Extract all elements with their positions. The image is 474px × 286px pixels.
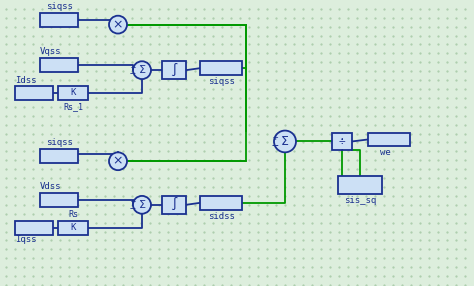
FancyBboxPatch shape <box>15 86 53 100</box>
Circle shape <box>133 196 151 214</box>
FancyBboxPatch shape <box>338 176 382 194</box>
Text: ·: · <box>338 134 346 144</box>
Text: ∫: ∫ <box>170 198 178 211</box>
FancyBboxPatch shape <box>200 196 242 210</box>
FancyBboxPatch shape <box>368 132 410 146</box>
Text: siqss: siqss <box>46 2 73 11</box>
Text: sis_sq: sis_sq <box>344 196 376 205</box>
Text: ∫: ∫ <box>170 63 178 77</box>
Text: K: K <box>70 223 76 232</box>
Text: ÷: ÷ <box>338 136 346 146</box>
Text: Rs: Rs <box>68 210 78 219</box>
Text: ×: × <box>113 18 123 31</box>
Text: Iqss: Iqss <box>15 235 36 243</box>
Text: ·: · <box>338 146 346 156</box>
Text: sidss: sidss <box>208 212 235 221</box>
FancyBboxPatch shape <box>40 13 78 27</box>
FancyBboxPatch shape <box>162 196 186 214</box>
Text: siqss: siqss <box>208 77 235 86</box>
Text: K: K <box>70 88 76 98</box>
Text: Σ: Σ <box>138 65 146 75</box>
Text: Σ: Σ <box>281 135 289 148</box>
FancyBboxPatch shape <box>40 193 78 207</box>
Circle shape <box>109 16 127 33</box>
Text: we: we <box>380 148 391 157</box>
Text: siqss: siqss <box>46 138 73 147</box>
Text: +: + <box>273 133 278 142</box>
FancyBboxPatch shape <box>332 132 352 150</box>
Text: +: + <box>131 63 136 72</box>
FancyBboxPatch shape <box>162 61 186 79</box>
Text: Vdss: Vdss <box>40 182 62 191</box>
Text: Idss: Idss <box>15 76 36 85</box>
FancyBboxPatch shape <box>200 61 242 75</box>
Text: +: + <box>131 197 136 206</box>
Text: Σ: Σ <box>138 200 146 210</box>
Text: −: − <box>130 204 136 214</box>
FancyBboxPatch shape <box>58 221 88 235</box>
Text: Vqss: Vqss <box>40 47 62 56</box>
FancyBboxPatch shape <box>40 149 78 163</box>
Text: ×: × <box>113 155 123 168</box>
FancyBboxPatch shape <box>40 58 78 72</box>
FancyBboxPatch shape <box>15 221 53 235</box>
Text: −: − <box>130 69 136 79</box>
FancyBboxPatch shape <box>58 86 88 100</box>
Text: Rs_1: Rs_1 <box>63 102 83 111</box>
Circle shape <box>109 152 127 170</box>
Circle shape <box>133 61 151 79</box>
Text: −: − <box>271 141 278 151</box>
Circle shape <box>274 131 296 152</box>
